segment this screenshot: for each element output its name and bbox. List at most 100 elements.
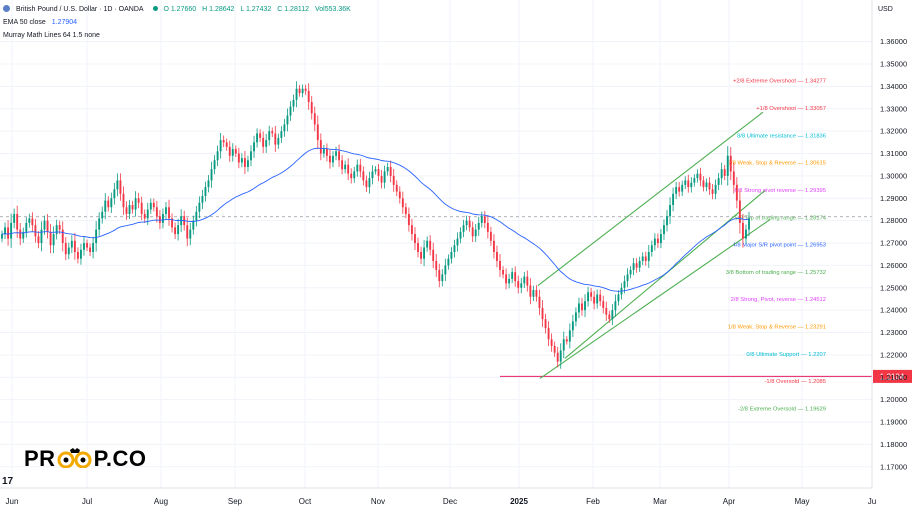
candle-up	[280, 131, 283, 138]
candle-down	[359, 164, 362, 172]
symbol-title[interactable]: British Pound / U.S. Dollar · 1D · OANDA	[15, 6, 144, 13]
candle-up	[444, 265, 447, 275]
candle-up	[113, 189, 116, 199]
candle-down	[347, 164, 350, 174]
candle-up	[335, 151, 337, 156]
candle-up	[675, 187, 678, 194]
candle-down	[471, 227, 474, 237]
candle-down	[16, 213, 19, 230]
candle-up	[40, 229, 43, 244]
candle-up	[532, 290, 535, 297]
candle-down	[468, 220, 471, 228]
candle-up	[459, 231, 462, 239]
candle-down	[158, 216, 161, 223]
murray-level-label: 8/8 Ultimate resistance — 1.31836	[737, 133, 826, 139]
candle-down	[107, 200, 110, 208]
candle-up	[681, 184, 684, 192]
candle-up	[508, 278, 511, 284]
candle-down	[222, 140, 225, 143]
candle-up	[623, 281, 626, 288]
candle-down	[738, 200, 741, 223]
candle-down	[429, 240, 432, 250]
candle-down	[687, 180, 690, 188]
candle-down	[234, 149, 237, 154]
murray-level-label: 4/8 Major S/R pivot point — 1.26953	[733, 243, 826, 249]
candle-up	[265, 140, 268, 147]
candle-down	[119, 180, 122, 194]
candle-down	[131, 205, 134, 210]
grid	[0, 0, 873, 488]
candle-up	[568, 330, 571, 342]
candle-up	[322, 149, 325, 154]
murray-level-label: 6/8 Strong pivot reverse — 1.29395	[734, 188, 826, 194]
candle-down	[538, 296, 541, 308]
candle-up	[562, 339, 565, 351]
price-tick-label: 1.27000	[880, 239, 907, 248]
candle-down	[31, 218, 34, 226]
candle-down	[34, 225, 37, 237]
candle-down	[435, 260, 438, 270]
candle-down	[407, 213, 410, 226]
candle-down	[499, 260, 501, 270]
candle-down	[708, 182, 711, 190]
candle-up	[653, 238, 656, 246]
candle-up	[95, 229, 98, 244]
candle-up	[523, 276, 526, 284]
candle-down	[392, 175, 395, 185]
candle-down	[237, 153, 240, 163]
candle-down	[380, 175, 383, 183]
candle-up	[104, 200, 107, 212]
candle-up	[25, 222, 28, 232]
candle-up	[98, 218, 101, 230]
candle-up	[574, 312, 577, 322]
candle-up	[423, 247, 426, 259]
candle-up	[189, 229, 192, 239]
murray-legend[interactable]: Murray Math Lines 64 1.5 none	[3, 32, 104, 39]
candle-down	[602, 301, 605, 308]
candle-up	[659, 234, 662, 244]
candle-down	[404, 207, 407, 214]
candle-down	[438, 269, 441, 282]
price-tick-label: 1.34000	[880, 82, 907, 91]
ohlc-open: O 1.27660	[163, 6, 197, 13]
candle-down	[341, 160, 344, 170]
currency-flag-icon	[3, 5, 10, 12]
murray-level-label: 5/8 Top of trading range — 1.28174	[735, 215, 827, 221]
candle-down	[319, 140, 322, 154]
candle-down	[410, 225, 413, 235]
candle-down	[61, 229, 64, 244]
candle-down	[544, 319, 547, 329]
candle-down	[274, 133, 277, 145]
channel-upper-line	[537, 111, 764, 286]
candle-up	[672, 193, 675, 206]
candle-down	[526, 276, 529, 286]
candle-up	[371, 171, 374, 179]
candle-down	[137, 198, 140, 203]
price-tick-label: 1.31000	[880, 149, 907, 158]
candle-down	[316, 124, 319, 141]
candle-down	[313, 113, 316, 125]
price-tick-label: 1.29000	[880, 194, 907, 203]
price-tick-label: 1.28000	[880, 216, 907, 225]
candle-up	[520, 283, 523, 288]
candle-down	[307, 90, 310, 103]
candle-up	[28, 218, 31, 223]
volume-value: Vol553.36K	[314, 6, 351, 13]
candle-down	[329, 155, 331, 163]
candle-down	[517, 281, 520, 288]
candle-down	[565, 339, 568, 342]
candle-up	[253, 142, 255, 152]
ohlc-high: H 1.28642	[202, 6, 235, 13]
candle-down	[37, 236, 40, 244]
candle-up	[10, 222, 13, 239]
candle-up	[80, 249, 82, 259]
candle-down	[19, 229, 22, 239]
candle-down	[125, 207, 128, 214]
candle-down	[155, 207, 158, 217]
candle-down	[414, 234, 416, 244]
candle-down	[89, 247, 92, 252]
ema-legend[interactable]: EMA 50 close 1.27904	[3, 19, 81, 26]
candle-up	[286, 115, 289, 125]
candle-down	[529, 285, 532, 297]
